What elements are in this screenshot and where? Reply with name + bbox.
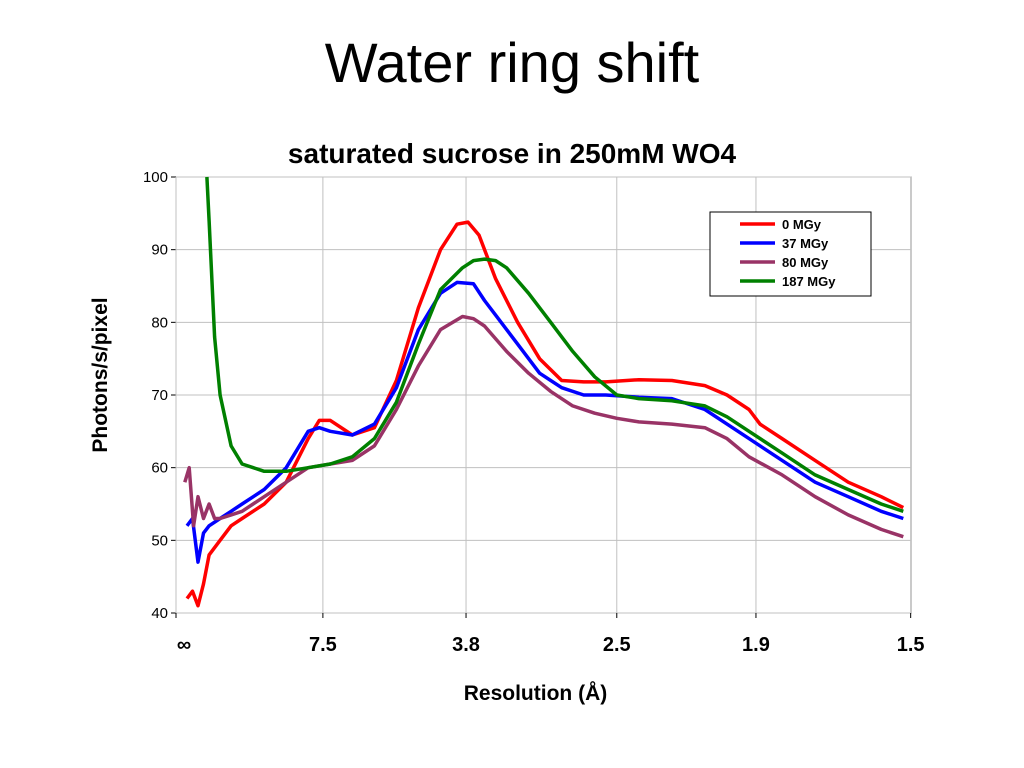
legend-label: 37 MGy	[782, 236, 829, 251]
x-tick-label: 7.5	[309, 634, 337, 656]
x-tick-label: 2.5	[603, 634, 631, 656]
series-line-0-mgy	[185, 220, 905, 608]
legend-label: 80 MGy	[782, 255, 829, 270]
x-tick-label: 1.5	[897, 634, 925, 656]
y-tick-label: 100	[143, 169, 168, 186]
x-axis-label: Resolution (Å)	[464, 681, 607, 705]
y-tick-label: 90	[151, 242, 168, 259]
chart-title: saturated sucrose in 250mM WO4	[287, 138, 737, 169]
series-line-187-mgy	[205, 176, 904, 513]
legend-label: 0 MGy	[782, 217, 822, 232]
x-tick-label: 3.8	[452, 634, 480, 656]
y-tick-label: 70	[151, 387, 168, 404]
y-tick-label: 40	[151, 605, 168, 622]
x-tick-label: 1.9	[742, 634, 770, 656]
slide-title: Water ring shift	[324, 31, 700, 94]
y-tick-label: 80	[151, 314, 168, 331]
series-line-80-mgy	[183, 314, 904, 539]
y-tick-label: 50	[151, 532, 168, 549]
y-axis-label: Photons/s/pixel	[89, 297, 112, 452]
y-tick-label: 60	[151, 460, 168, 477]
x-tick-label: ∞	[177, 634, 191, 656]
series-line-37-mgy	[185, 280, 904, 564]
legend-label: 187 MGy	[782, 274, 836, 289]
legend-box	[709, 211, 872, 297]
